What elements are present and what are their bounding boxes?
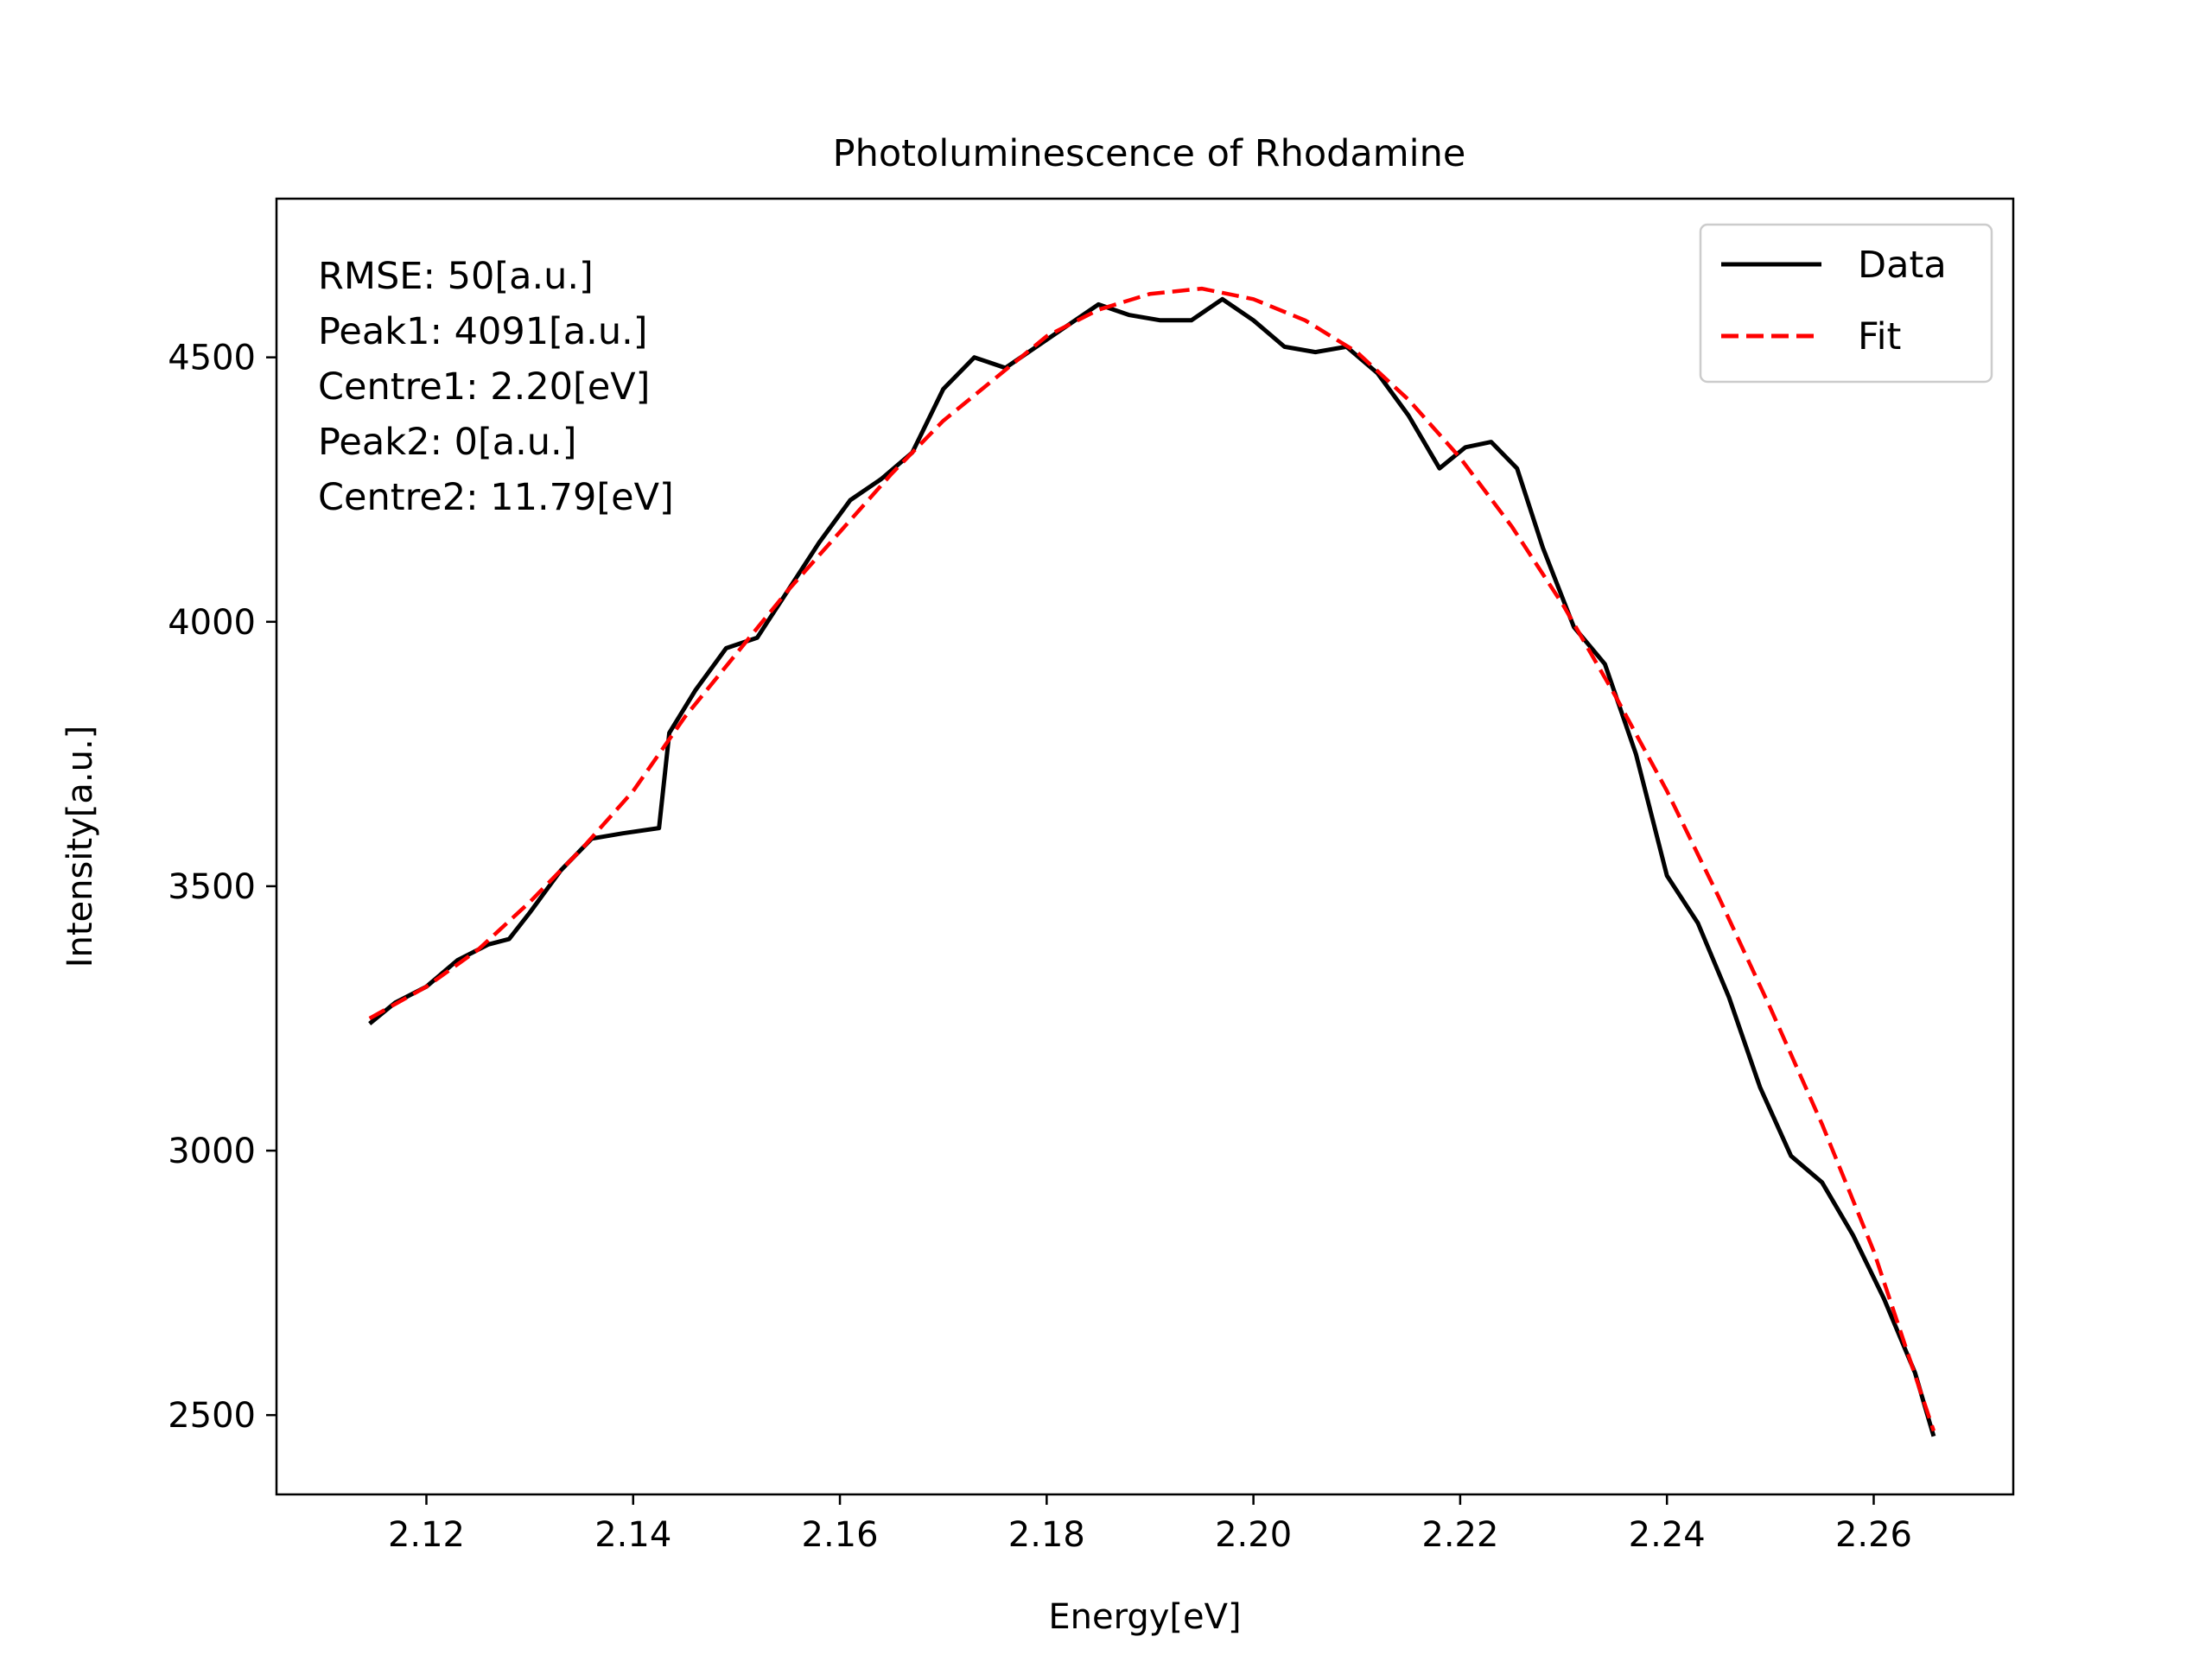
x-tick-label: 2.22	[1421, 1515, 1498, 1555]
x-tick-label: 2.14	[594, 1515, 671, 1555]
y-tick-label: 4500	[168, 339, 256, 378]
annotation-line: Peak1: 4091[a.u.]	[318, 310, 648, 353]
y-tick-label: 4000	[168, 603, 256, 643]
y-axis-ticks: 2500 3000 3500 4000 4500	[168, 339, 276, 1436]
series-line-data	[368, 296, 1936, 1437]
series-line-fit	[368, 286, 1936, 1432]
x-tick-label: 2.18	[1008, 1515, 1085, 1555]
x-tick-label: 2.16	[802, 1515, 879, 1555]
chart-title: Photoluminescence of Rhodamine	[833, 132, 1466, 175]
y-tick-label: 3000	[168, 1132, 256, 1171]
x-tick-label: 2.24	[1629, 1515, 1706, 1555]
plot-frame	[275, 197, 2015, 1496]
annotation-line: RMSE: 50[a.u.]	[318, 255, 594, 298]
annotation-line: Centre2: 11.79[eV]	[318, 476, 674, 519]
x-tick-label: 2.20	[1215, 1515, 1292, 1555]
x-axis-ticks: 2.12 2.14 2.16 2.18 2.20 2.22 2.24 2.26	[388, 1494, 1912, 1555]
fit-annotations: RMSE: 50[a.u.] Peak1: 4091[a.u.] Centre1: …	[318, 255, 674, 519]
y-tick-label: 3500	[168, 867, 256, 907]
legend: Data Fit	[1699, 223, 1993, 384]
x-axis-label: Energy[eV]	[1048, 1597, 1241, 1637]
y-tick-label: 2500	[168, 1396, 256, 1436]
annotation-line: Centre1: 2.20[eV]	[318, 365, 650, 409]
y-axis-label: Intensity[a.u.]	[60, 726, 100, 968]
series-layer	[368, 286, 1936, 1437]
x-tick-label: 2.12	[388, 1515, 465, 1555]
legend-fit-label: Fit	[1858, 315, 1901, 358]
legend-box	[1699, 223, 1993, 384]
x-tick-label: 2.26	[1835, 1515, 1912, 1555]
annotation-line: Peak2: 0[a.u.]	[318, 421, 576, 464]
legend-data-label: Data	[1858, 244, 1947, 287]
